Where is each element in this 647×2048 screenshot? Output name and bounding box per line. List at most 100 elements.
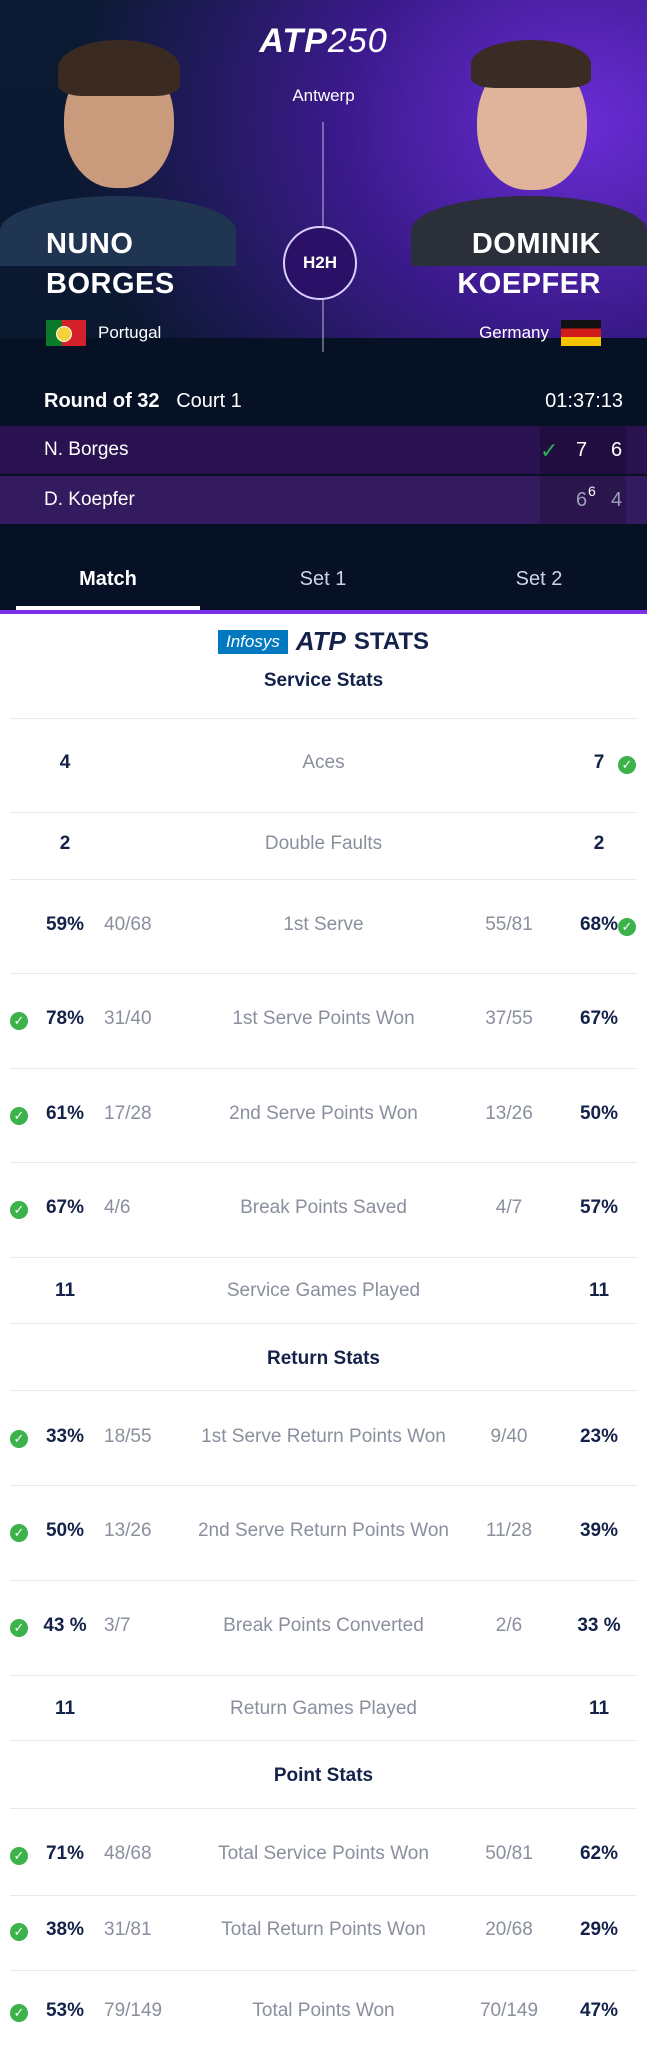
winner-check-icon: ✓ bbox=[618, 756, 636, 774]
accent-line bbox=[0, 610, 647, 614]
right-value: 2 bbox=[593, 833, 605, 854]
player-photo-koepfer bbox=[411, 30, 647, 266]
stat-label: Return Games Played bbox=[230, 1698, 417, 1719]
left-value: 38% bbox=[45, 1919, 85, 1940]
player-name-right[interactable]: DOMINIK KOEPFER bbox=[457, 228, 601, 300]
left-ratio: 13/26 bbox=[104, 1520, 152, 1541]
stat-row: 11 Service Games Played 11 bbox=[0, 1280, 647, 1310]
left-ratio: 31/81 bbox=[104, 1919, 152, 1940]
stat-label: Total Points Won bbox=[252, 2000, 395, 2021]
row-divider bbox=[10, 973, 637, 974]
right-value: 29% bbox=[579, 1919, 619, 1940]
row-divider bbox=[10, 1390, 637, 1391]
right-ratio: 11/28 bbox=[485, 1520, 533, 1541]
row-divider bbox=[10, 1162, 637, 1163]
section-title-return: Return Stats bbox=[267, 1348, 380, 1369]
tournament-name: Antwerp bbox=[292, 86, 355, 105]
tab-set-2[interactable]: Set 2 bbox=[515, 568, 563, 590]
h2h-button[interactable]: H2H bbox=[283, 226, 357, 300]
right-ratio: 37/55 bbox=[485, 1008, 533, 1029]
section-title-service: Service Stats bbox=[263, 670, 384, 691]
stat-row: 4 Aces 7 ✓ bbox=[0, 752, 647, 782]
left-value: 11 bbox=[54, 1698, 76, 1719]
section-title-point: Point Stats bbox=[273, 1765, 374, 1786]
stat-row: 2 Double Faults 2 bbox=[0, 833, 647, 863]
right-value: 11 bbox=[588, 1698, 610, 1719]
player-photo-borges bbox=[0, 30, 236, 266]
row-divider bbox=[10, 1970, 637, 1971]
left-ratio: 48/68 bbox=[104, 1843, 152, 1864]
match-meta: Round of 32 Court 1 01:37:13 bbox=[44, 390, 623, 413]
winner-check-icon: ✓ bbox=[10, 1923, 28, 1941]
winner-check-icon: ✓ bbox=[10, 1201, 28, 1219]
stat-label: 2nd Serve Return Points Won bbox=[197, 1520, 449, 1541]
portugal-flag-icon bbox=[46, 320, 86, 346]
set1-score: 7 bbox=[576, 439, 588, 461]
left-value: 59% bbox=[45, 914, 85, 935]
left-value: 61% bbox=[45, 1103, 85, 1124]
row-divider bbox=[10, 1485, 637, 1486]
left-value: 53% bbox=[45, 2000, 85, 2021]
row-divider bbox=[10, 1323, 637, 1324]
stat-label: 2nd Serve Points Won bbox=[229, 1103, 418, 1124]
score-cells: 7 6 bbox=[540, 426, 626, 474]
winner-check-icon: ✓ bbox=[10, 1524, 28, 1542]
set2-score: 6 bbox=[611, 439, 623, 461]
left-ratio: 18/55 bbox=[104, 1426, 152, 1447]
stat-row: ✓ 61% 17/28 2nd Serve Points Won 13/26 50% bbox=[0, 1103, 647, 1133]
right-ratio: 20/68 bbox=[485, 1919, 533, 1940]
left-ratio: 4/6 bbox=[104, 1197, 131, 1218]
left-ratio: 79/149 bbox=[104, 2000, 163, 2021]
winner-check-icon: ✓ bbox=[540, 438, 559, 463]
tab-set-1[interactable]: Set 1 bbox=[299, 568, 347, 590]
set2-score: 4 bbox=[611, 489, 623, 511]
stat-row: ✓ 67% 4/6 Break Points Saved 4/7 57% bbox=[0, 1197, 647, 1227]
right-value: 23% bbox=[579, 1426, 619, 1447]
row-divider bbox=[10, 812, 637, 813]
winner-check-icon: ✓ bbox=[10, 1619, 28, 1637]
stat-label: Service Games Played bbox=[226, 1280, 421, 1301]
right-value: 68% bbox=[579, 914, 619, 935]
country-left: Portugal bbox=[46, 320, 161, 346]
right-value: 7 bbox=[593, 752, 605, 773]
stat-row: 59% 40/68 1st Serve 55/81 68% ✓ bbox=[0, 914, 647, 944]
stat-label: Aces bbox=[302, 752, 345, 773]
stat-label: Break Points Saved bbox=[240, 1197, 407, 1218]
stat-label: Break Points Converted bbox=[223, 1615, 424, 1636]
stat-row: ✓ 33% 18/55 1st Serve Return Points Won 9/40… bbox=[0, 1426, 647, 1456]
stat-row: ✓ 71% 48/68 Total Service Points Won 50/81 62… bbox=[0, 1843, 647, 1873]
infosys-atp-stats-logo: Infosys ATP STATS bbox=[0, 626, 647, 657]
left-value: 71% bbox=[45, 1843, 85, 1864]
right-ratio: 2/6 bbox=[495, 1615, 523, 1636]
right-value: 47% bbox=[579, 2000, 619, 2021]
stat-label: Double Faults bbox=[264, 833, 383, 854]
court-label: Court 1 bbox=[176, 390, 242, 412]
set1-tiebreak: 6 bbox=[588, 483, 596, 499]
right-ratio: 55/81 bbox=[485, 914, 533, 935]
winner-check-icon: ✓ bbox=[618, 918, 636, 936]
winner-check-icon: ✓ bbox=[10, 2004, 28, 2022]
tab-bar: Match Set 1 Set 2 bbox=[0, 552, 647, 612]
stat-row: ✓ 38% 31/81 Total Return Points Won 20/68 29% bbox=[0, 1919, 647, 1949]
stat-row: ✓ 53% 79/149 Total Points Won 70/149 47% bbox=[0, 2000, 647, 2030]
row-divider bbox=[10, 1257, 637, 1258]
player-name-left[interactable]: NUNO BORGES bbox=[46, 228, 175, 300]
left-value: 67% bbox=[45, 1197, 85, 1218]
match-duration: 01:37:13 bbox=[545, 390, 623, 412]
stat-label: Total Service Points Won bbox=[218, 1843, 429, 1864]
stat-label: 1st Serve Points Won bbox=[232, 1008, 415, 1029]
left-value: 33% bbox=[45, 1426, 85, 1447]
match-header: ATP250 Antwerp H2H NUNO BORGES DOMINIK K… bbox=[0, 0, 647, 612]
row-divider bbox=[10, 1895, 637, 1896]
row-divider bbox=[10, 1675, 637, 1676]
right-ratio: 70/149 bbox=[479, 2000, 539, 2021]
score-player-name: N. Borges bbox=[44, 439, 129, 460]
winner-check-icon: ✓ bbox=[10, 1107, 28, 1125]
tab-match[interactable]: Match bbox=[79, 568, 137, 590]
row-divider bbox=[10, 879, 637, 880]
score-player-name: D. Koepfer bbox=[44, 489, 135, 510]
left-value: 2 bbox=[59, 833, 71, 854]
row-divider bbox=[10, 1068, 637, 1069]
right-value: 11 bbox=[588, 1280, 610, 1301]
header-dark-band bbox=[0, 338, 647, 612]
